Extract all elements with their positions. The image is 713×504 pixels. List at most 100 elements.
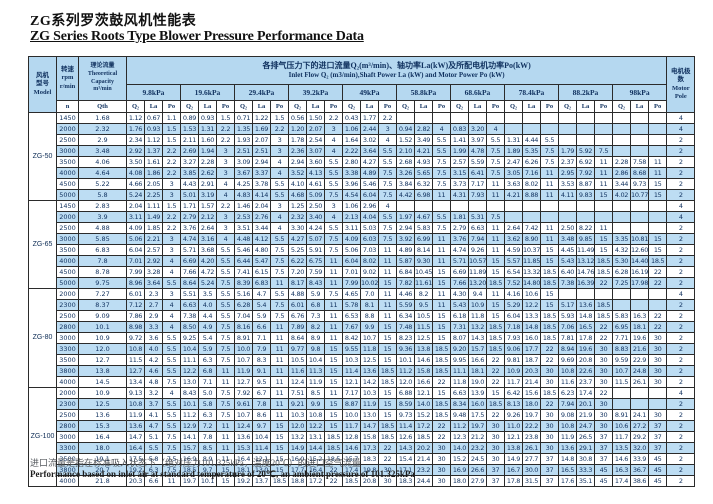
cell-la: 16.3: [630, 310, 649, 322]
cell-po: 11: [432, 288, 451, 300]
cell-po: [647, 134, 668, 146]
cell-la: 5.9: [306, 288, 325, 300]
page-title-en: ZG Series Roots Type Blower Pressure Per…: [30, 29, 364, 44]
cell-la: 9.8: [306, 343, 325, 355]
cell-la: 9.4: [468, 288, 487, 300]
cell-po: 3: [216, 156, 235, 168]
cell-po: 2.2: [216, 123, 235, 135]
cell-q2: 8.59: [396, 398, 415, 410]
cell-la: 6.6: [144, 475, 163, 487]
cell-q2: 4.25: [234, 178, 253, 190]
cell-rpm: 2300: [56, 398, 79, 410]
cell-q2: 11.6: [558, 376, 577, 388]
cell-la: 11.49: [576, 244, 595, 256]
cell-qth: 10.9: [78, 387, 127, 399]
table-row: 3300 12.0 10.8 4.0 5.5 10.4 5.9 7.5 10.0 7.9 11 9.7…: [29, 343, 696, 355]
cell-q2: [612, 145, 631, 157]
cell-po: 3: [162, 178, 181, 190]
cell-la: 4.14: [252, 189, 271, 201]
cell-la: 2.82: [414, 123, 433, 135]
cell-la: 15.2: [414, 409, 433, 421]
cell-la: 21.4: [522, 376, 541, 388]
pressure-header: 19.6kPa: [180, 84, 235, 101]
cell-la: 3.64: [144, 277, 163, 289]
cell-la: 8.90: [522, 233, 541, 245]
cell-po: [594, 123, 613, 135]
subheader-po: Po: [594, 100, 613, 113]
cell-la: 5.5: [144, 442, 163, 454]
cell-la: 6.75: [306, 255, 325, 267]
cell-qth: 13.6: [78, 409, 127, 421]
model-cell: ZG-80: [28, 288, 57, 388]
cell-po: 15: [378, 343, 397, 355]
cell-po: 22: [432, 420, 451, 432]
cell-po: [540, 123, 559, 135]
cell-q2: 1.46: [234, 200, 253, 212]
cell-la: 29.1: [576, 442, 595, 454]
cell-po: 4: [162, 310, 181, 322]
cell-la: 15.8: [360, 431, 379, 443]
cell-la: 11.9: [306, 376, 325, 388]
cell-q2: 4.65: [342, 288, 361, 300]
cell-po: 15: [594, 233, 613, 245]
cell-po: 30: [594, 376, 613, 388]
cell-q2: 16.9: [450, 464, 469, 476]
cell-la: 21.4: [414, 453, 433, 465]
cell-la: 15.8: [414, 365, 433, 377]
cell-la: 13.7: [252, 475, 271, 487]
pressure-header: 9.8kPa: [126, 84, 181, 101]
cell-po: 3: [162, 233, 181, 245]
cell-q2: 8.91: [612, 409, 631, 421]
cell-la: 2.54: [306, 134, 325, 146]
cell-rpm: 5000: [56, 277, 79, 289]
cell-po: 1.5: [162, 134, 181, 146]
cell-q2: 9.95: [450, 354, 469, 366]
cell-la: 8.43: [306, 277, 325, 289]
cell-q2: [558, 288, 577, 300]
table-row: 3000 5.85 5.06 2.21 3 4.74 3.16 4 4.48 4.12 5.5 4.2…: [29, 233, 696, 245]
cell-q2: [612, 387, 631, 399]
cell-po: 30: [594, 365, 613, 377]
cell-la: 3.28: [144, 266, 163, 278]
cell-la: 3.44: [252, 222, 271, 234]
cell-q2: 5.17: [558, 299, 577, 311]
cell-po: 30: [540, 420, 559, 432]
cell-la: 8.2: [414, 288, 433, 300]
cell-la: 13.0: [360, 409, 379, 421]
cell-q2: 1.76: [126, 123, 145, 135]
cell-q2: 10.8: [558, 420, 577, 432]
cell-pole: 4: [666, 387, 696, 399]
cell-pole: 2: [666, 299, 696, 311]
cell-po: 18.5: [486, 321, 505, 333]
cell-po: [647, 288, 668, 300]
cell-q2: 10.3: [342, 354, 361, 366]
cell-q2: 9.81: [504, 354, 523, 366]
cell-po: 5.5: [432, 134, 451, 146]
cell-po: 30: [647, 332, 668, 344]
cell-q2: 9.61: [234, 398, 253, 410]
cell-po: 3: [216, 211, 235, 223]
cell-la: 1.49: [144, 211, 163, 223]
cell-q2: 6.22: [288, 255, 307, 267]
subheader-la: La: [522, 100, 541, 113]
cell-la: 9.9: [360, 321, 379, 333]
cell-q2: [450, 200, 469, 212]
cell-po: 37: [647, 431, 668, 443]
cell-po: [594, 200, 613, 212]
cell-la: 5.91: [306, 244, 325, 256]
cell-po: 30: [432, 442, 451, 454]
cell-q2: 3.15: [450, 167, 469, 179]
cell-po: 4: [162, 387, 181, 399]
cell-q2: 6.04: [342, 255, 361, 267]
cell-la: [522, 123, 541, 135]
cell-q2: 6.76: [288, 310, 307, 322]
cell-po: 5.5: [162, 420, 181, 432]
cell-la: 18.3: [360, 453, 379, 465]
cell-la: 14.0: [414, 398, 433, 410]
cell-po: 11: [324, 255, 343, 267]
cell-q2: 4.32: [612, 244, 631, 256]
cell-q2: 2.80: [342, 156, 361, 168]
cell-po: 15: [378, 409, 397, 421]
cell-q2: 9.25: [180, 332, 199, 344]
cell-la: 7.8: [198, 431, 217, 443]
